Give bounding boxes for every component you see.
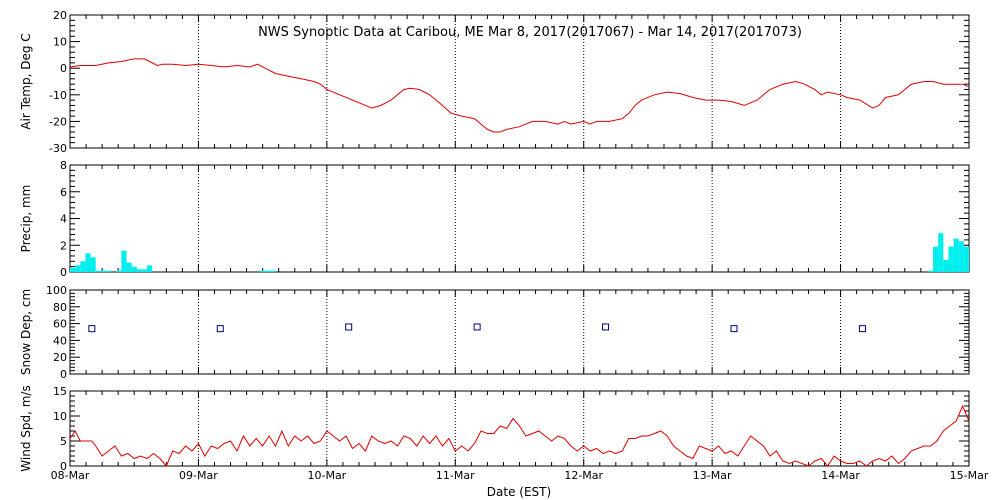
y-tick-label: 5	[60, 435, 67, 448]
y-tick-label: 20	[53, 351, 67, 364]
snow-depth-point	[88, 325, 96, 333]
precip-bar	[95, 270, 101, 272]
precip-bar	[100, 270, 106, 272]
y-tick-label: -10	[49, 89, 67, 102]
snow-depth-point	[216, 325, 224, 333]
y-tick-label: 8	[60, 159, 67, 172]
precip-bar	[260, 270, 266, 272]
precip-bar	[948, 246, 954, 272]
y-tick-label: 10	[53, 36, 67, 49]
chart-title: NWS Synoptic Data at Caribou, ME Mar 8, …	[258, 25, 802, 40]
precip-bar	[927, 270, 934, 272]
x-tick-label: 09-Mar	[179, 469, 218, 482]
chart-panels: -30 -20 -10 0 10 20 Air Temp, Deg C 0 2 4 6 8 Precip…	[19, 9, 989, 482]
x-tick-label: 10-Mar	[307, 469, 346, 482]
precip-bar	[958, 241, 964, 272]
precip-bar	[90, 257, 96, 272]
precip-bar	[963, 246, 969, 272]
precip-bar	[141, 269, 148, 272]
snow-depth-point	[602, 323, 610, 331]
x-tick-label: 15-Mar	[950, 469, 989, 482]
x-tick-label: 11-Mar	[436, 469, 475, 482]
y-tick-label: -20	[49, 115, 67, 128]
precip-bar	[131, 266, 137, 272]
precip-panel: 0 2 4 6 8 Precip, mm	[19, 159, 970, 279]
snow-depth-point	[473, 323, 481, 331]
precip-bar	[75, 265, 81, 272]
x-tick-label: 14-Mar	[821, 469, 860, 482]
precip-bar	[938, 233, 944, 272]
y-tick-label: 2	[60, 239, 67, 252]
x-tick-label: 12-Mar	[564, 469, 603, 482]
snow-depth-axis-label: Snow Dep, cm	[19, 289, 33, 375]
snow-depth-point	[730, 325, 738, 333]
precip-frame	[69, 164, 970, 273]
wind-speed-axis-label: Wind Spd, m/s	[19, 385, 33, 471]
precip-axis-label: Precip, mm	[19, 185, 33, 253]
precip-bar	[121, 250, 127, 272]
precip-bar	[270, 270, 276, 272]
precip-bar	[136, 269, 142, 272]
y-tick-label: 10	[53, 410, 67, 423]
y-tick-label: 0	[60, 368, 67, 381]
precip-bar	[147, 265, 153, 272]
y-tick-label: 15	[53, 385, 67, 398]
precip-bar	[265, 270, 271, 272]
x-tick-label: 13-Mar	[693, 469, 732, 482]
precip-bar	[70, 267, 76, 272]
snow-depth-frame	[69, 289, 970, 375]
snow-depth-panel: 0 20 40 60 80 100 Snow Dep, cm	[19, 284, 970, 381]
precip-bar	[85, 253, 91, 272]
precip-bar	[126, 262, 132, 272]
y-tick-label: 0	[60, 460, 67, 473]
wind-speed-frame	[69, 390, 970, 467]
precip-bar	[933, 246, 939, 272]
wind-speed-series-line	[69, 404, 970, 467]
y-tick-label: -30	[49, 142, 67, 155]
y-tick-label: 100	[46, 284, 67, 297]
precip-bar	[116, 270, 122, 272]
precip-bar	[105, 270, 112, 272]
snow-depth-point	[858, 325, 866, 333]
y-tick-label: 4	[60, 213, 67, 226]
air-temp-series-line	[69, 58, 970, 133]
y-tick-label: 40	[53, 334, 67, 347]
precip-bar	[943, 259, 949, 272]
x-tick-label: 08-Mar	[51, 469, 90, 482]
y-tick-label: 0	[60, 266, 67, 279]
air-temp-axis-label: Air Temp, Deg C	[19, 33, 33, 129]
y-tick-label: 20	[53, 9, 67, 22]
air-temp-panel: -30 -20 -10 0 10 20 Air Temp, Deg C	[19, 9, 970, 155]
y-tick-label: 80	[53, 301, 67, 314]
snow-depth-point	[345, 323, 353, 331]
x-axis-label: Date (EST)	[487, 485, 551, 499]
y-tick-label: 60	[53, 318, 67, 331]
y-tick-label: 6	[60, 186, 67, 199]
precip-bar	[953, 238, 959, 272]
precip-bar	[80, 261, 86, 272]
wind-speed-panel: 0 5 10 15 Wind Spd, m/s	[19, 385, 970, 473]
y-tick-label: 0	[60, 62, 67, 75]
